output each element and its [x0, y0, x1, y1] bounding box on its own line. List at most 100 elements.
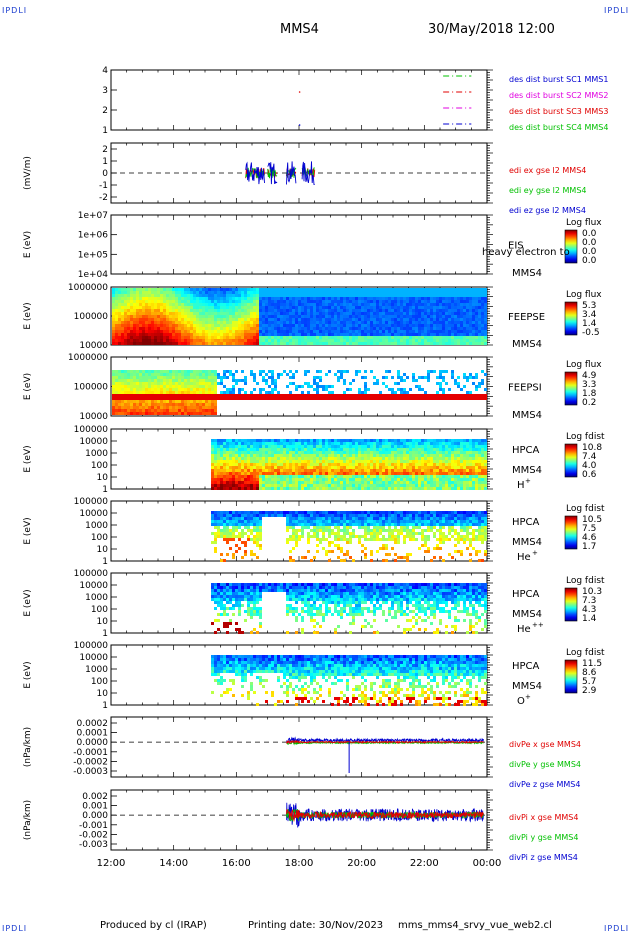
legend-entry: edi ey gse l2 MMS4 — [509, 186, 587, 195]
y-tick-label: 1000 — [85, 449, 108, 459]
edi-trace — [267, 168, 278, 179]
time-tick-label: 22:00 — [410, 858, 439, 869]
panel-frame — [110, 716, 488, 778]
y-tick-label: -0.0002 — [73, 757, 108, 767]
colorbar-title: Log flux — [566, 218, 602, 228]
y-tick-label: 1000 — [85, 665, 108, 675]
instrument-label: HPCA — [512, 661, 540, 672]
instrument-label: FEEPSE — [508, 312, 545, 323]
divergence-trace — [286, 809, 484, 822]
y-axis-label: E (eV) — [23, 445, 33, 472]
colorbar-tick-label: 4.9 — [582, 371, 597, 381]
datetime-title: 30/May/2018 12:00 — [428, 22, 555, 37]
y-tick-label: 10000 — [79, 412, 108, 422]
edi-trace — [301, 161, 315, 186]
legend-entry: divPe y gse MMS4 — [509, 760, 581, 769]
species-charge: ++ — [532, 621, 544, 629]
legend-entry: des dist burst SC2 MMS2 — [509, 91, 608, 100]
colorbar-tick-label: 7.5 — [582, 524, 596, 534]
species-label: H — [517, 480, 525, 491]
spacecraft-title: MMS4 — [280, 22, 319, 37]
panel-burst: 4 3 2 1 des dist burst SC1 MMS1 des dist burs… — [102, 66, 608, 136]
burst-marker — [298, 124, 301, 126]
spacecraft-label: MMS4 — [512, 465, 542, 476]
colorbar — [564, 587, 578, 622]
legend-entry: edi ex gse l2 MMS4 — [509, 166, 586, 175]
spectrogram-hpca_he — [211, 511, 487, 562]
y-tick-label: 100 — [91, 533, 108, 543]
species-charge: + — [532, 549, 538, 557]
panel-feepse: E (eV) 1000000 100000 10000 FEEPSE MMS4 Log fl… — [23, 283, 602, 351]
corner-label-top-left: IPDLI — [2, 6, 28, 15]
colorbar-tick-label: 0.2 — [582, 398, 596, 408]
colorbar-tick-label: 10.3 — [582, 587, 602, 597]
y-tick-label: 0.000 — [82, 811, 108, 821]
y-axis-label: E (eV) — [23, 231, 33, 258]
spacecraft-label: MMS4 — [512, 339, 542, 350]
colorbar-tick-label: 0.0 — [582, 256, 597, 266]
species-charge: + — [525, 693, 531, 701]
time-tick-label: 20:00 — [347, 858, 376, 869]
y-tick-label: 1e+06 — [78, 231, 109, 241]
y-tick-label: 1000000 — [68, 283, 108, 293]
colorbar-title: Log flux — [566, 290, 602, 300]
y-tick-label: 1 — [102, 157, 108, 167]
corner-label-bottom-left: IPDLI — [2, 924, 28, 933]
colorbar-tick-label: 11.5 — [582, 659, 602, 669]
colorbar-tick-label: 4.0 — [582, 461, 597, 471]
panel-eis: E (eV) 1e+07 1e+06 1e+05 1e+04 EIS MMS4 Log flu… — [23, 211, 602, 280]
y-axis-label: (nPa/km) — [23, 727, 33, 767]
y-tick-label: 10 — [97, 689, 109, 699]
y-tick-label: 10000 — [79, 581, 108, 591]
y-tick-label: 0.0000 — [77, 738, 109, 748]
y-tick-label: 100 — [91, 461, 108, 471]
instrument-label: HPCA — [512, 589, 540, 600]
colorbar-tick-label: 1.8 — [582, 389, 597, 399]
panel-hpca_hepp: E (eV) 100000 10000 1000 100 10 1 HPCA MMS4 He ++ L… — [23, 569, 605, 639]
colorbar-tick-label: 1.4 — [582, 319, 597, 329]
y-axis-label: E (eV) — [23, 661, 33, 688]
y-tick-label: 10 — [97, 617, 109, 627]
spectrogram-hpca_h — [211, 439, 487, 490]
y-tick-label: 100000 — [74, 497, 109, 507]
colorbar-tick-label: 5.3 — [582, 301, 596, 311]
spacecraft-label: MMS4 — [512, 681, 542, 692]
y-tick-label: 10000 — [79, 653, 108, 663]
panel-frame — [110, 214, 488, 275]
y-tick-label: 100 — [91, 605, 108, 615]
y-tick-label: 1e+07 — [78, 211, 108, 221]
y-tick-label: 100000 — [74, 383, 109, 393]
spectrogram-hpca_o — [211, 655, 487, 706]
y-axis-label: E (eV) — [23, 589, 33, 616]
y-tick-label: -0.0003 — [73, 767, 108, 777]
spacecraft-label: MMS4 — [512, 410, 542, 421]
y-tick-label: -0.002 — [79, 830, 108, 840]
y-axis-label: (nPa/km) — [23, 800, 33, 840]
y-tick-label: 1 — [102, 629, 108, 639]
colorbar — [564, 443, 578, 478]
y-tick-label: 0.0002 — [77, 719, 109, 729]
colorbar-tick-label: 10.5 — [582, 515, 602, 525]
y-tick-label: 0 — [102, 169, 108, 179]
colorbar — [564, 229, 578, 264]
panel-feepsi: E (eV) 1000000 100000 10000 FEEPSI MMS4 Log fl… — [23, 353, 602, 422]
colorbar-tick-label: -0.5 — [582, 328, 600, 338]
y-tick-label: 1000 — [85, 593, 108, 603]
time-tick-label: 12:00 — [97, 858, 126, 869]
y-tick-label: 100000 — [74, 312, 109, 322]
legend-entry: divPe z gse MMS4 — [509, 780, 580, 789]
colorbar — [564, 515, 578, 550]
y-tick-label: 10000 — [79, 341, 108, 351]
y-axis-label: E (eV) — [23, 373, 33, 400]
species-label: He — [517, 552, 531, 563]
spectrogram-feepse — [112, 288, 487, 345]
legend-entry: des dist burst SC4 MMS4 — [509, 123, 608, 132]
colorbar-title: Log fdist — [566, 504, 605, 514]
spacecraft-label: MMS4 — [512, 609, 542, 620]
colorbar-tick-label: 3.4 — [582, 310, 597, 320]
y-tick-label: 100 — [91, 677, 108, 687]
divergence-trace — [286, 736, 484, 745]
colorbar-tick-label: 4.3 — [582, 605, 596, 615]
legend-entry: divPi x gse MMS4 — [509, 813, 578, 822]
